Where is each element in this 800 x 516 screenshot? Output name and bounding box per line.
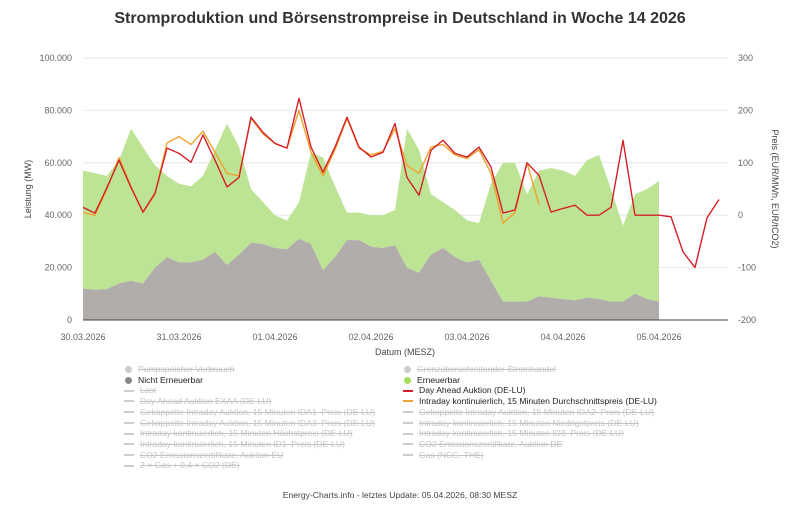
legend-line-icon <box>403 389 413 392</box>
legend-line-icon <box>124 421 134 424</box>
legend-line-icon <box>124 432 134 435</box>
legend-label: Erneuerbar <box>417 374 460 385</box>
y-tick-label: 80.000 <box>44 105 72 115</box>
legend-label: Gas (NCG, THE) <box>419 449 484 460</box>
legend-item[interactable]: Intraday kontinuierlich, 15 Minuten Durc… <box>403 396 657 407</box>
legend-item[interactable]: Last <box>124 385 375 396</box>
y-tick-label: 0 <box>67 315 72 325</box>
legend-item[interactable]: Nicht Erneuerbar <box>124 375 375 386</box>
line-day-ahead <box>82 97 720 269</box>
legend-dot-icon <box>125 376 132 384</box>
area-erneuerbar <box>83 123 659 302</box>
y2-tick-label: -100 <box>738 263 756 273</box>
y-tick-label: 40.000 <box>44 210 72 220</box>
x-tick-label: 04.04.2026 <box>540 332 585 342</box>
legend-label: Last <box>140 385 157 396</box>
legend-item[interactable]: 2 × Gas + 0,4 × CO2 (DE) <box>124 460 375 471</box>
legend-line-icon <box>124 443 134 446</box>
y-tick-label: 60.000 <box>44 158 72 168</box>
chart-title: Stromproduktion und Börsenstrompreise in… <box>114 10 686 27</box>
legend-item[interactable]: Gekoppelte Intraday Auktion, 15 Minuten … <box>124 418 375 429</box>
legend-label: Intraday kontinuierlich, 15 Minuten ID1–… <box>140 438 345 449</box>
legend-line-icon <box>124 464 134 467</box>
y2-tick-label: 200 <box>738 105 753 115</box>
legend-label: Intraday kontinuierlich, 15 Minuten Höch… <box>140 428 353 439</box>
x-tick-label: 03.04.2026 <box>444 332 489 342</box>
y2-tick-label: 100 <box>738 158 753 168</box>
y2-tick-label: 300 <box>738 53 753 63</box>
x-tick-label: 05.04.2026 <box>636 332 681 342</box>
legend-item[interactable]: Day Ahead Auktion EXAA (DE-LU) <box>124 396 375 407</box>
x-tick-label: 31.03.2026 <box>156 332 201 342</box>
legend-line-icon <box>124 400 134 403</box>
legend-label: Day Ahead Auktion EXAA (DE-LU) <box>140 396 272 407</box>
legend-label: Gekoppelte Intraday Auktion, 15 Minuten … <box>140 406 376 417</box>
legend-label: Intraday kontinuierlich, 15 Minuten Durc… <box>419 396 657 407</box>
chart: 0 20.000 40.000 60.000 80.000 100.000 -200 -100… <box>23 53 780 357</box>
legend-item[interactable]: Grenzüberschreitender Stromhandel <box>403 364 657 375</box>
legend-label: 2 × Gas + 0,4 × CO2 (DE) <box>140 460 240 471</box>
legend-label: Grenzüberschreitender Stromhandel <box>417 364 557 374</box>
legend-dot-icon <box>404 376 411 384</box>
legend-label: Intraday kontinuierlich, 15 Minuten ID3–… <box>419 428 624 439</box>
y-axis-title: Leistung (MW) <box>23 160 33 219</box>
legend-line-icon <box>403 432 413 435</box>
legend-line-icon <box>403 421 413 424</box>
x-tick-label: 30.03.2026 <box>60 332 105 342</box>
legend-label: CO2 Emissionszertifikate, Auktion EU <box>140 449 284 460</box>
y-tick-label: 20.000 <box>44 263 72 273</box>
y2-tick-label: 0 <box>738 210 743 220</box>
legend-line-icon <box>403 411 413 414</box>
legend-item[interactable]: CO2 Emissionszertifikate, Auktion DE <box>403 439 657 450</box>
legend-item[interactable]: Gekoppelte Intraday Auktion, 15 Minuten … <box>403 407 657 418</box>
legend-label: CO2 Emissionszertifikate, Auktion DE <box>419 438 563 449</box>
x-tick-label: 01.04.2026 <box>252 332 297 342</box>
legend-dot-icon <box>404 365 411 373</box>
legend-item[interactable]: Intraday kontinuierlich, 15 Minuten Höch… <box>124 428 375 439</box>
legend-item[interactable]: Intraday kontinuierlich, 15 Minuten Nied… <box>403 418 657 429</box>
legend-line-icon <box>124 389 134 392</box>
legend-item[interactable]: Gas (NCG, THE) <box>403 450 657 461</box>
legend-label: Intraday kontinuierlich, 15 Minuten Nied… <box>419 417 639 428</box>
legend-label: Gekoppelte Intraday Auktion, 15 Minuten … <box>419 406 655 417</box>
y-tick-label: 100.000 <box>39 53 72 63</box>
legend-label: Gekoppelte Intraday Auktion, 15 Minuten … <box>140 417 376 428</box>
legend-item[interactable]: Erneuerbar <box>403 375 657 386</box>
legend-item[interactable]: CO2 Emissionszertifikate, Auktion EU <box>124 450 375 461</box>
legend-item[interactable]: Day Ahead Auktion (DE-LU) <box>403 385 657 396</box>
legend-item[interactable]: Gekoppelte Intraday Auktion, 15 Minuten … <box>124 407 375 418</box>
legend-line-icon <box>124 453 134 456</box>
x-axis-title: Datum (MESZ) <box>375 347 435 357</box>
legend-left: Pumpspeicher Verbrauch Nicht Erneuerbar La… <box>124 364 375 471</box>
legend-label: Day Ahead Auktion (DE-LU) <box>419 385 526 396</box>
legend-line-icon <box>403 443 413 446</box>
legend-dot-icon <box>125 365 132 373</box>
legend-label: Pumpspeicher Verbrauch <box>138 364 235 374</box>
y2-tick-label: -200 <box>738 315 756 325</box>
legend-item[interactable]: Intraday kontinuierlich, 15 Minuten ID1–… <box>124 439 375 450</box>
x-tick-label: 02.04.2026 <box>348 332 393 342</box>
legend-line-icon <box>124 411 134 414</box>
footer: Energy-Charts.info - letztes Update: 05.… <box>282 490 518 500</box>
legend-line-icon <box>403 453 413 456</box>
legend-item[interactable]: Intraday kontinuierlich, 15 Minuten ID3–… <box>403 428 657 439</box>
y2-axis-title: Preis (EUR/MWh, EUR/tCO2) <box>770 129 780 248</box>
area-nicht-erneuerbar <box>83 238 659 320</box>
legend-line-icon <box>403 400 413 403</box>
legend-label: Nicht Erneuerbar <box>138 374 203 385</box>
legend-item[interactable]: Pumpspeicher Verbrauch <box>124 364 375 375</box>
legend-right: Grenzüberschreitender Stromhandel Erneuer… <box>403 364 657 460</box>
